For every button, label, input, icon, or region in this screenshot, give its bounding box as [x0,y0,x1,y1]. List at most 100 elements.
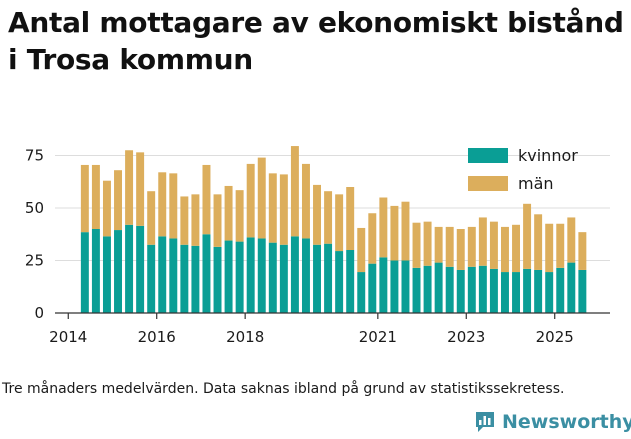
bar-man-31 [423,221,432,266]
bar-kvinnor-28 [390,260,399,313]
y-axis: 0 25 50 75 [25,147,44,323]
bar-kvinnor-44 [567,262,576,313]
bar-kvinnor-8 [169,238,178,313]
y-tick-label-50: 50 [25,199,44,217]
bar-kvinnor-20 [301,238,310,313]
bar-kvinnor-15 [246,237,255,313]
bar-man-42 [545,223,554,273]
bar-man-0 [80,164,89,233]
bar-man-45 [578,232,587,270]
bar-man-26 [368,213,377,264]
chart-area: 0 25 50 75 2014 2016 2018 2021 2023 2025 kvinnor… [25,146,610,346]
y-tick-label-0: 0 [34,304,44,322]
bar-man-40 [523,203,532,269]
bar-kvinnor-31 [423,265,432,313]
brand-name: Newsworthy [502,411,631,433]
bar-kvinnor-37 [489,268,498,313]
bar-kvinnor-9 [180,244,189,313]
bar-man-43 [556,223,565,268]
bar-kvinnor-29 [401,260,410,313]
bar-man-13 [224,185,233,241]
bar-man-1 [91,164,100,229]
bar-man-18 [279,174,288,245]
bar-kvinnor-4 [125,224,134,313]
x-tick-label-2025: 2025 [536,328,574,346]
chart-title-line-2: i Trosa kommun [8,43,253,76]
x-tick-label-2016: 2016 [138,328,176,346]
bar-man-29 [401,201,410,261]
bar-kvinnor-39 [512,272,521,313]
bar-kvinnor-23 [335,251,344,313]
bar-man-28 [390,205,399,261]
chart-title: Antal mottagare av ekonomiskt bistånd i … [8,4,624,78]
bar-kvinnor-35 [467,266,476,313]
bar-man-25 [357,227,366,273]
x-tick-label-2014: 2014 [49,328,87,346]
bar-man-38 [500,226,509,273]
bar-kvinnor-22 [324,243,333,313]
bar-man-5 [136,152,145,226]
bar-man-15 [246,163,255,238]
bar-kvinnor-6 [147,244,156,313]
footnote: Tre månaders medelvärden. Data saknas ib… [2,381,565,397]
legend-label-man: män [518,174,554,193]
bar-kvinnor-12 [213,246,222,313]
bar-man-33 [445,226,454,267]
bar-kvinnor-19 [290,236,299,313]
bar-man-3 [114,170,122,231]
bar-man-39 [512,224,521,273]
bar-kvinnor-38 [500,272,509,313]
bar-man-14 [235,190,244,242]
bar-kvinnor-33 [445,266,454,313]
bars-group [80,146,587,313]
bar-kvinnor-36 [478,265,487,313]
bar-man-12 [213,194,222,247]
bar-man-17 [268,173,277,243]
bar-man-32 [434,226,443,263]
bar-man-27 [379,197,388,258]
bar-man-20 [301,163,310,239]
bar-man-19 [290,146,299,237]
bar-man-23 [335,194,344,252]
bar-kvinnor-40 [523,268,532,313]
legend-label-kvinnor: kvinnor [518,146,578,165]
brand-logo: Newsworthy [474,409,631,435]
bar-kvinnor-0 [80,232,89,313]
bar-kvinnor-7 [158,236,167,313]
bar-man-10 [191,194,200,246]
bar-man-7 [158,172,167,237]
bar-kvinnor-18 [279,244,288,313]
bar-kvinnor-43 [556,267,565,313]
bar-man-6 [147,191,156,245]
bar-man-9 [180,196,189,245]
newsworthy-logo-icon [476,412,494,432]
bar-kvinnor-13 [224,240,233,313]
bar-man-22 [324,191,333,244]
bar-man-41 [534,214,543,270]
bar-kvinnor-3 [114,230,122,313]
bar-kvinnor-42 [545,272,554,313]
bar-man-30 [412,222,421,268]
bar-kvinnor-45 [578,269,587,313]
bar-kvinnor-27 [379,257,388,313]
x-tick-label-2023: 2023 [447,328,485,346]
bar-kvinnor-16 [257,238,266,313]
bar-man-34 [456,229,465,270]
bar-kvinnor-14 [235,241,244,313]
bar-kvinnor-2 [102,236,111,313]
bar-kvinnor-26 [368,263,377,313]
bar-kvinnor-21 [313,244,322,313]
bar-man-36 [478,217,487,266]
bar-man-21 [313,184,322,245]
bar-man-24 [346,187,355,250]
y-tick-label-75: 75 [25,147,44,165]
bar-kvinnor-25 [357,272,366,313]
bar-kvinnor-41 [534,269,543,313]
legend: kvinnor män [468,146,578,193]
bar-kvinnor-17 [268,242,277,313]
bar-kvinnor-5 [136,225,145,313]
bar-kvinnor-1 [91,229,100,313]
bar-man-35 [467,226,476,267]
bar-man-2 [102,180,111,237]
bar-man-16 [257,157,266,239]
